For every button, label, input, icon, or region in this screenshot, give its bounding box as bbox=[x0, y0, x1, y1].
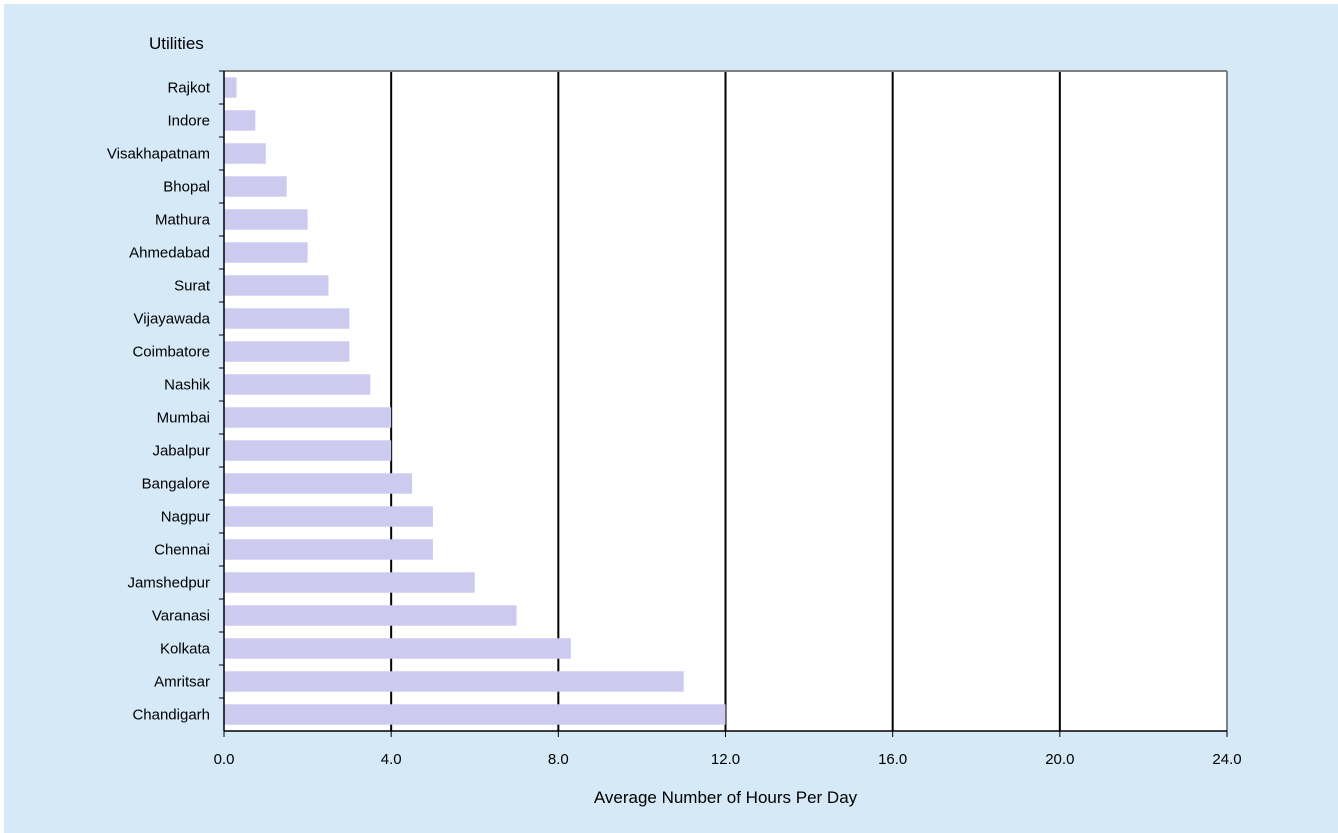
bar-jamshedpur bbox=[224, 572, 475, 593]
bar-chandigarh bbox=[224, 704, 726, 725]
y-tick-label: Varanasi bbox=[152, 608, 210, 625]
y-tick-label: Indore bbox=[167, 113, 210, 130]
bar-visakhapatnam bbox=[224, 143, 266, 164]
x-tick-label: 8.0 bbox=[548, 751, 569, 768]
y-tick-label: Nagpur bbox=[161, 509, 210, 526]
bar-mathura bbox=[224, 209, 308, 230]
bar-bangalore bbox=[224, 473, 413, 494]
bar-jabalpur bbox=[224, 440, 392, 461]
x-tick-label: 12.0 bbox=[711, 751, 740, 768]
bar-nashik bbox=[224, 374, 371, 395]
y-tick-label: Kolkata bbox=[160, 641, 211, 658]
y-tick-label: Ahmedabad bbox=[129, 245, 210, 262]
x-tick-label: 16.0 bbox=[878, 751, 907, 768]
y-axis-labels: Rajkot Indore Visakhapatnam Bhopal Mathura Ah… bbox=[107, 70, 224, 724]
y-tick-label: Visakhapatnam bbox=[107, 146, 210, 163]
bar-ahmedabad bbox=[224, 242, 308, 263]
y-tick-label: Mumbai bbox=[157, 410, 210, 427]
y-axis-title: Utilities bbox=[149, 34, 204, 53]
bar-vijayawada bbox=[224, 308, 350, 329]
y-tick-label: Jamshedpur bbox=[127, 575, 210, 592]
bar-varanasi bbox=[224, 605, 517, 626]
y-tick-label: Surat bbox=[174, 278, 211, 295]
x-tick-label: 0.0 bbox=[214, 751, 235, 768]
x-tick-label: 20.0 bbox=[1045, 751, 1074, 768]
bar-chennai bbox=[224, 539, 433, 560]
x-tick-label: 4.0 bbox=[381, 751, 402, 768]
y-tick-label: Coimbatore bbox=[132, 344, 210, 361]
x-axis-title: Average Number of Hours Per Day bbox=[593, 788, 858, 807]
bar-rajkot bbox=[224, 77, 237, 98]
y-tick-label: Chennai bbox=[154, 542, 210, 559]
bar-amritsar bbox=[224, 671, 684, 692]
bar-bhopal bbox=[224, 176, 287, 197]
bar-mumbai bbox=[224, 407, 392, 428]
bar-kolkata bbox=[224, 638, 571, 659]
y-tick-label: Bhopal bbox=[163, 179, 210, 196]
bar-nagpur bbox=[224, 506, 433, 527]
y-tick-label: Rajkot bbox=[167, 80, 210, 97]
y-tick-label: Chandigarh bbox=[132, 707, 210, 724]
y-tick-label: Nashik bbox=[164, 377, 210, 394]
x-tick-label: 24.0 bbox=[1212, 751, 1241, 768]
bar-coimbatore bbox=[224, 341, 350, 362]
x-axis-ticks: 0.0 4.0 8.0 12.0 16.0 20.0 24.0 bbox=[214, 731, 1242, 768]
y-tick-label: Vijayawada bbox=[134, 311, 211, 328]
y-tick-label: Amritsar bbox=[154, 674, 210, 691]
y-tick-label: Bangalore bbox=[142, 476, 210, 493]
bar-surat bbox=[224, 275, 329, 296]
y-tick-label: Mathura bbox=[155, 212, 211, 229]
y-tick-label: Jabalpur bbox=[152, 443, 210, 460]
bars bbox=[224, 77, 726, 725]
bar-indore bbox=[224, 110, 256, 131]
